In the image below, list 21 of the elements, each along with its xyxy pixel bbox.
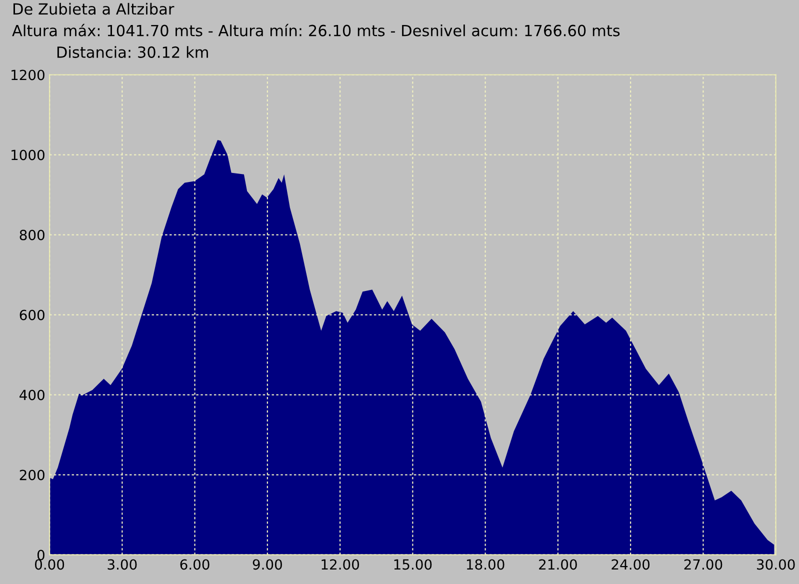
x-tick-label: 6.00 [180,559,210,570]
y-tick-label: 600 [20,310,44,320]
x-tick-label: 0.00 [34,559,64,570]
x-tick-label: 9.00 [252,559,282,570]
y-tick-label: 200 [20,470,44,480]
text: Distancia: 30.12 km [57,46,208,58]
chart-title: De Zubieta a Altzibar [13,2,174,15]
x-tick-label: 18.00 [466,559,504,570]
x-tick-label: 24.00 [612,559,650,570]
y-tick-label: 1000 [12,150,44,160]
chart-subtitle: Altura máx: 1041.70 mts - Altura mín: 26.10 mts - Desnivel acum: 1766.60 mts [12,24,620,36]
x-tick-label: 30.00 [757,559,795,570]
y-tick-label: 400 [20,390,44,400]
y-tick-label: 0 [37,550,44,560]
x-tick-label: 12.00 [322,559,360,570]
x-tick-label: 3.00 [108,559,137,570]
y-tick-label: 800 [20,230,44,240]
x-tick-label: 27.00 [684,559,722,570]
x-tick-label: 21.00 [539,559,577,570]
y-tick-label: 1200 [12,70,44,80]
x-tick-label: 15.00 [394,559,432,570]
